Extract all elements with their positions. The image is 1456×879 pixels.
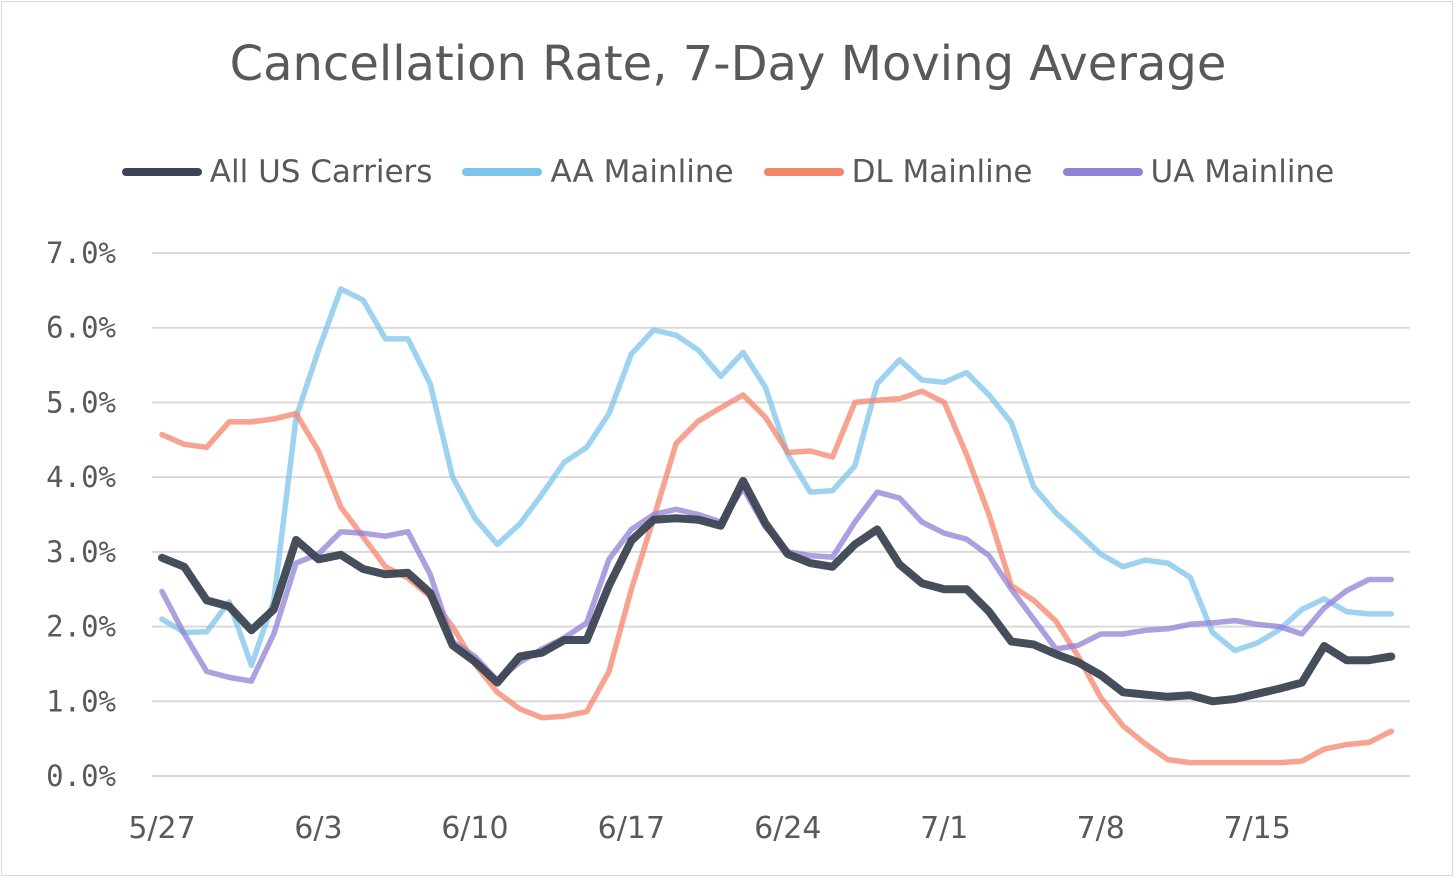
x-tick-label: 6/24	[754, 811, 821, 846]
y-tick-label: 6.0%	[46, 311, 116, 345]
x-tick-label: 7/1	[920, 811, 968, 846]
legend-swatch-dl-mainline	[763, 168, 844, 176]
y-tick-label: 2.0%	[46, 610, 116, 644]
legend-swatch-aa-mainline	[462, 168, 543, 176]
x-tick-label: 6/17	[598, 811, 665, 846]
chart-title: Cancellation Rate, 7-Day Moving Average	[229, 36, 1227, 92]
x-tick-label: 7/15	[1223, 811, 1290, 846]
legend-item-dl-mainline: DL Mainline	[763, 154, 1033, 190]
legend-label-aa-mainline: AA Mainline	[550, 154, 734, 190]
legend-item-aa-mainline: AA Mainline	[462, 154, 734, 190]
series-line-aa-mainline	[159, 286, 1395, 669]
chart-legend: All US Carriers AA Mainline DL Mainline …	[0, 148, 1456, 196]
x-tick-label: 6/3	[294, 811, 342, 846]
series-line-dl-mainline	[159, 388, 1395, 766]
series-line-all-us-carriers	[158, 476, 1396, 706]
legend-label-all-us-carriers: All US Carriers	[209, 154, 433, 190]
legend-item-all-us-carriers: All US Carriers	[121, 154, 433, 190]
x-tick-label: 6/10	[441, 811, 508, 846]
y-tick-label: 5.0%	[46, 385, 116, 419]
legend-label-dl-mainline: DL Mainline	[851, 154, 1033, 190]
x-tick-label: 5/27	[128, 811, 195, 846]
legend-label-ua-mainline: UA Mainline	[1150, 154, 1335, 190]
y-tick-label: 7.0%	[46, 236, 116, 270]
legend-item-ua-mainline: UA Mainline	[1062, 154, 1335, 190]
x-tick-label: 7/8	[1077, 811, 1125, 846]
y-tick-label: 4.0%	[46, 460, 116, 494]
y-tick-label: 0.0%	[46, 759, 116, 793]
legend-swatch-all-us-carriers	[121, 168, 202, 176]
y-tick-label: 3.0%	[46, 535, 116, 569]
y-tick-label: 1.0%	[46, 684, 116, 718]
legend-swatch-ua-mainline	[1062, 168, 1143, 176]
